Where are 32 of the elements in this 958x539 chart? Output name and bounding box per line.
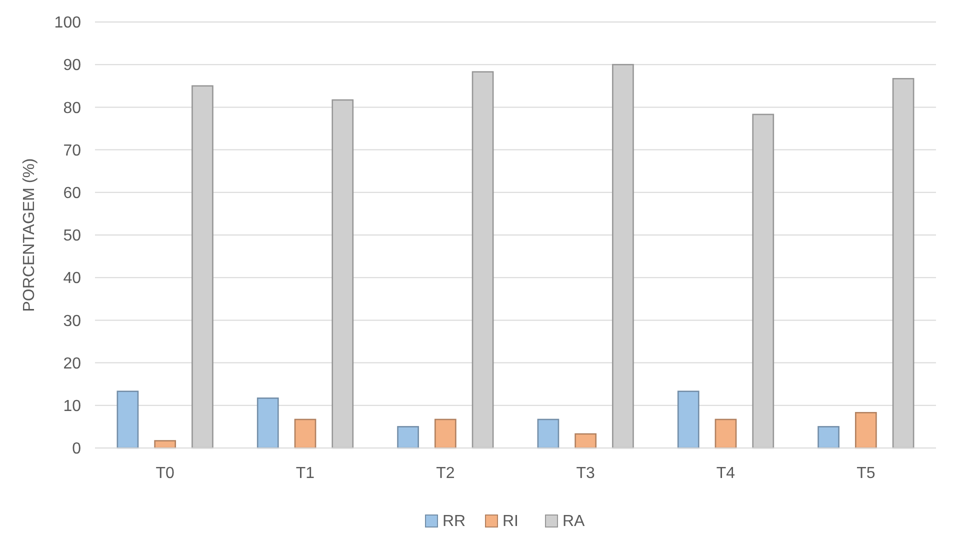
y-tick-label: 10 [63,398,82,415]
y-tick-label: 80 [63,100,82,117]
y-tick-label: 50 [63,228,82,245]
bar [854,412,877,449]
y-tick-label: 30 [63,312,82,330]
y-axis-title: PORCENTAGEM (%) [21,158,38,312]
bar [434,418,456,449]
y-tick-label: 0 [72,440,82,458]
x-tick-label: T1 [296,465,315,482]
y-tick-label: 40 [63,270,82,288]
legend-label: RR [442,513,466,530]
bar [677,390,700,449]
bar [397,426,419,449]
bar [537,418,560,449]
x-tick-label: T3 [576,465,596,482]
x-tick-label: T0 [156,465,175,482]
y-tick-label: 70 [63,142,82,160]
x-tick-label: T5 [856,465,876,482]
y-tick-label: 90 [63,57,82,74]
bar [256,398,279,449]
y-tick-label: 60 [63,185,82,202]
x-tick-label: T2 [436,465,455,482]
y-tick-label: 100 [54,14,82,32]
bar [116,390,139,449]
bar [714,418,737,449]
bar [818,426,840,449]
x-tick-label: T4 [716,465,736,482]
legend-label: RA [562,513,586,530]
y-tick-label: 20 [63,355,82,372]
bar [294,418,316,449]
legend-label: RI [502,513,518,530]
bar [574,433,597,449]
